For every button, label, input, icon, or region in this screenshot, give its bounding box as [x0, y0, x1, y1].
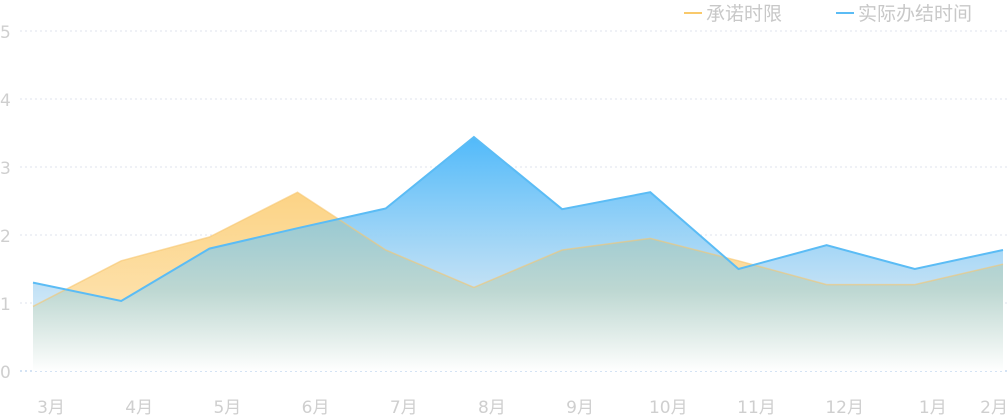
x-tick-label: 11月 — [737, 398, 776, 416]
x-tick-label: 3月 — [37, 398, 65, 416]
x-tick-label: 4月 — [125, 398, 153, 416]
y-tick-label: 0 — [0, 363, 11, 383]
legend: 承诺时限 实际办结时间 — [684, 3, 972, 25]
x-tick-label: 10月 — [649, 398, 688, 416]
x-tick-label: 7月 — [390, 398, 418, 416]
y-tick-label: 2 — [0, 227, 11, 247]
series-line-actual — [32, 135, 1004, 303]
series-line-promise — [32, 191, 1004, 308]
area-series-layer — [32, 135, 1004, 371]
x-tick-label: 2月 — [980, 398, 1008, 416]
x-tick-label: 5月 — [213, 398, 241, 416]
x-tick-label: 8月 — [478, 398, 506, 416]
x-tick-label: 9月 — [566, 398, 594, 416]
y-tick-label: 3 — [0, 159, 11, 179]
y-tick-label: 4 — [0, 91, 11, 111]
legend-label-promise[interactable]: 承诺时限 — [706, 3, 782, 25]
y-tick-label: 5 — [0, 23, 11, 43]
x-tick-label: 12月 — [825, 398, 864, 416]
legend-label-actual[interactable]: 实际办结时间 — [858, 3, 972, 25]
axis-labels: 0 1 2 3 4 5 3月 4月 5月 6月 7月 8月 9月 10月 11月 12月 1月 2月 — [0, 23, 1008, 416]
x-tick-label: 1月 — [919, 398, 947, 416]
y-tick-label: 1 — [0, 295, 11, 315]
x-tick-label: 6月 — [302, 398, 330, 416]
